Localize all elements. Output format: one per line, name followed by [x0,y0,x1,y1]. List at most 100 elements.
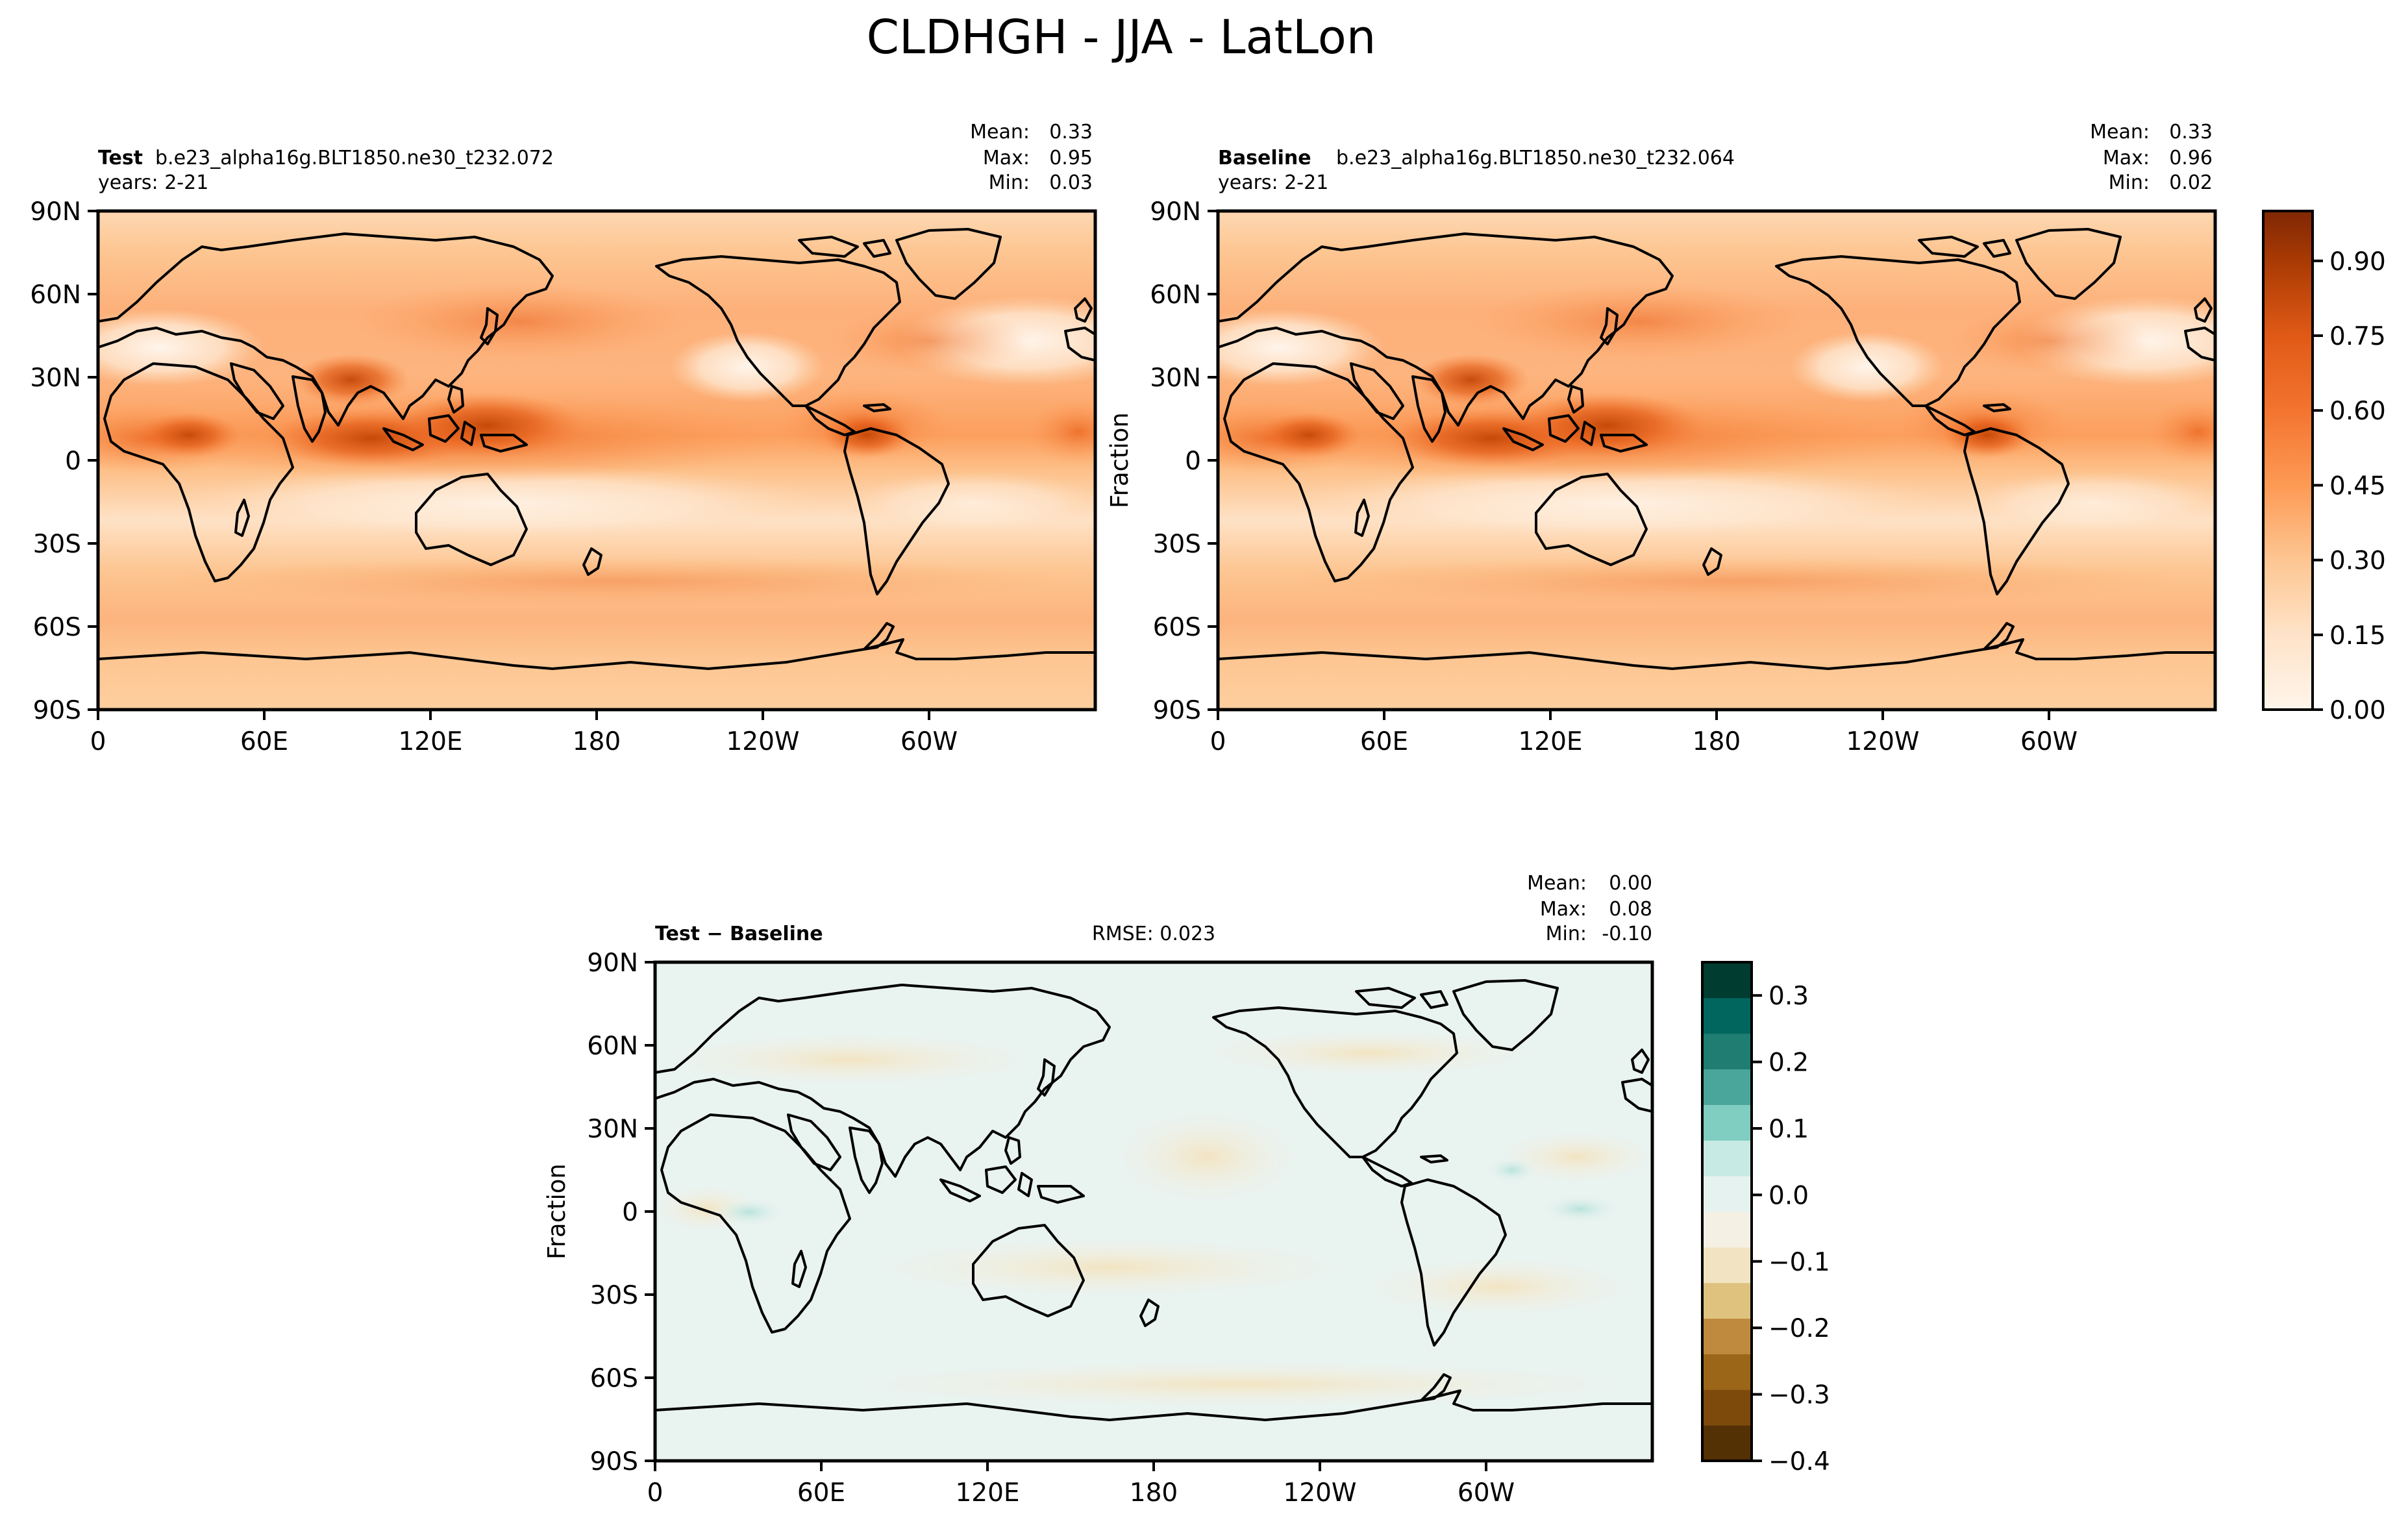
diff-y-tick-label: 60N [587,1032,638,1061]
diff-colorbar-band [1702,1247,1752,1284]
baseline-case: b.e23_alpha16g.BLT1850.ne30_t232.064 [1336,147,1735,169]
diff-mean-value: 0.00 [1609,872,1652,895]
diff-colorbar-band [1702,1140,1752,1176]
test-map [98,211,1095,710]
test-x-tick-label: 60W [900,727,958,756]
baseline-max-label: Max: [2103,147,2150,169]
baseline-years: years: 2-21 [1218,171,1328,194]
mean-colorbar-tick-label: 0.15 [2329,621,2386,651]
diff-colorbar-tick-label: 0.3 [1769,982,1809,1011]
test-y-tick-label: 30N [30,364,81,393]
test-x-ticks: 0 60E 120E 180 120W 60W [90,710,958,756]
baseline-y-tick-label: 60S [1153,613,1201,642]
diff-y-axis-label: Fraction [543,1163,571,1260]
baseline-x-tick-label: 180 [1693,727,1741,756]
baseline-y-tick-label: 30S [1153,530,1201,559]
diff-colorbar-band [1702,1212,1752,1248]
diff-colorbar-band [1702,1033,1752,1070]
diff-min-value: -0.10 [1602,923,1652,945]
test-max-value: 0.95 [1049,147,1093,169]
baseline-y-tick-label: 90S [1153,696,1201,725]
diff-x-tick-label: 180 [1130,1478,1178,1508]
diff-colorbar-band [1702,1425,1752,1461]
baseline-x-ticks: 0 60E 120E 180 120W 60W [1210,710,2078,756]
mean-colorbar-tick-label: 0.90 [2329,247,2386,277]
baseline-x-tick-label: 0 [1210,727,1226,756]
test-min-value: 0.03 [1049,171,1093,194]
test-min-label: Min: [989,171,1030,194]
test-x-tick-label: 0 [90,727,106,756]
test-x-tick-label: 120W [726,727,799,756]
test-mean-label: Mean: [970,121,1030,143]
mean-colorbar: 0.00 0.15 0.30 0.45 0.60 0.75 0.90 [2262,210,2386,725]
diff-stats: Mean: 0.00 Max: 0.08 Min: -0.10 [1527,872,1652,945]
diff-colorbar-tick-label: 0.0 [1769,1181,1809,1210]
diff-x-tick-label: 0 [647,1478,664,1508]
mean-colorbar-tick-label: 0.45 [2329,471,2386,501]
diff-colorbar-band [1702,1282,1752,1319]
mean-colorbar-fill [2262,210,2314,711]
diff-colorbar-bands [1702,962,1752,1461]
test-max-label: Max: [983,147,1030,169]
mean-colorbar-tick-label: 0.00 [2329,696,2386,725]
diff-max-value: 0.08 [1609,898,1652,921]
baseline-x-tick-label: 120W [1846,727,1919,756]
baseline-y-tick-label: 0 [1185,447,1201,476]
diff-colorbar-band [1702,962,1752,999]
diff-colorbar-band [1702,997,1752,1034]
test-y-tick-label: 90S [33,696,81,725]
diff-panel: Test − Baseline RMSE: 0.023 Mean: 0.00 M… [543,872,1654,1508]
baseline-map [1218,211,2215,710]
baseline-x-tick-label: 120E [1518,727,1582,756]
baseline-label: Baseline [1218,147,1311,169]
diff-x-ticks: 0 60E 120E 180 120W 60W [647,1461,1515,1508]
baseline-y-tick-label: 30N [1150,364,1201,393]
test-label: Test [98,147,143,169]
diff-mean-label: Mean: [1527,872,1587,895]
diff-rmse: RMSE: 0.023 [1092,923,1215,945]
test-y-tick-label: 0 [65,447,81,476]
diff-colorbar-band [1702,1069,1752,1105]
baseline-mean-label: Mean: [2090,121,2150,143]
baseline-panel: Baseline b.e23_alpha16g.BLT1850.ne30_t23… [1106,121,2217,756]
diff-min-label: Min: [1546,923,1587,945]
diff-colorbar-tick-label: −0.4 [1769,1447,1830,1476]
test-mean-value: 0.33 [1049,121,1093,143]
baseline-y-tick-label: 60N [1150,280,1201,310]
baseline-stats: Mean: 0.33 Max: 0.96 Min: 0.02 [2090,121,2213,194]
baseline-y-axis-label: Fraction [1106,412,1134,508]
diff-y-tick-label: 90N [587,949,638,978]
diff-colorbar-tick-label: 0.1 [1769,1115,1809,1144]
diff-colorbar-tick-label: −0.2 [1769,1314,1830,1343]
test-case: b.e23_alpha16g.BLT1850.ne30_t232.072 [155,147,554,169]
test-y-tick-label: 90N [30,197,81,227]
diff-colorbar-band [1702,1104,1752,1141]
diff-y-tick-label: 0 [622,1198,638,1227]
diff-y-tick-label: 30S [590,1281,638,1310]
diff-colorbar-band [1702,1354,1752,1390]
baseline-x-tick-label: 60E [1360,727,1408,756]
figure-title: CLDHGH - JJA - LatLon [867,10,1376,64]
test-y-tick-label: 30S [33,530,81,559]
test-y-ticks: 90N 60N 30N 0 30S 60S 90S [30,197,98,725]
test-x-tick-label: 180 [573,727,621,756]
baseline-y-tick-label: 90N [1150,197,1201,227]
diff-y-ticks: 90N 60N 30N 0 30S 60S 90S [587,949,655,1476]
diff-y-tick-label: 90S [590,1447,638,1476]
diff-max-label: Max: [1540,898,1587,921]
test-y-tick-label: 60S [33,613,81,642]
diff-x-tick-label: 120E [955,1478,1019,1508]
mean-colorbar-tick-label: 0.75 [2329,322,2386,351]
test-years: years: 2-21 [98,171,208,194]
baseline-min-label: Min: [2109,171,2150,194]
diff-y-tick-label: 60S [590,1364,638,1393]
mean-colorbar-tick-label: 0.30 [2329,547,2386,576]
baseline-mean-value: 0.33 [2169,121,2213,143]
diff-colorbar-ticks: 0.3 0.2 0.1 0.0 −0.1 −0.2 −0.3 −0.4 [1752,982,1830,1476]
diff-colorbar-band [1702,1389,1752,1426]
diff-x-tick-label: 60W [1458,1478,1515,1508]
diff-colorbar-tick-label: −0.3 [1769,1381,1830,1410]
diff-colorbar: 0.3 0.2 0.1 0.0 −0.1 −0.2 −0.3 −0.4 [1701,961,1830,1476]
test-panel: Test b.e23_alpha16g.BLT1850.ne30_t232.07… [30,121,1097,756]
